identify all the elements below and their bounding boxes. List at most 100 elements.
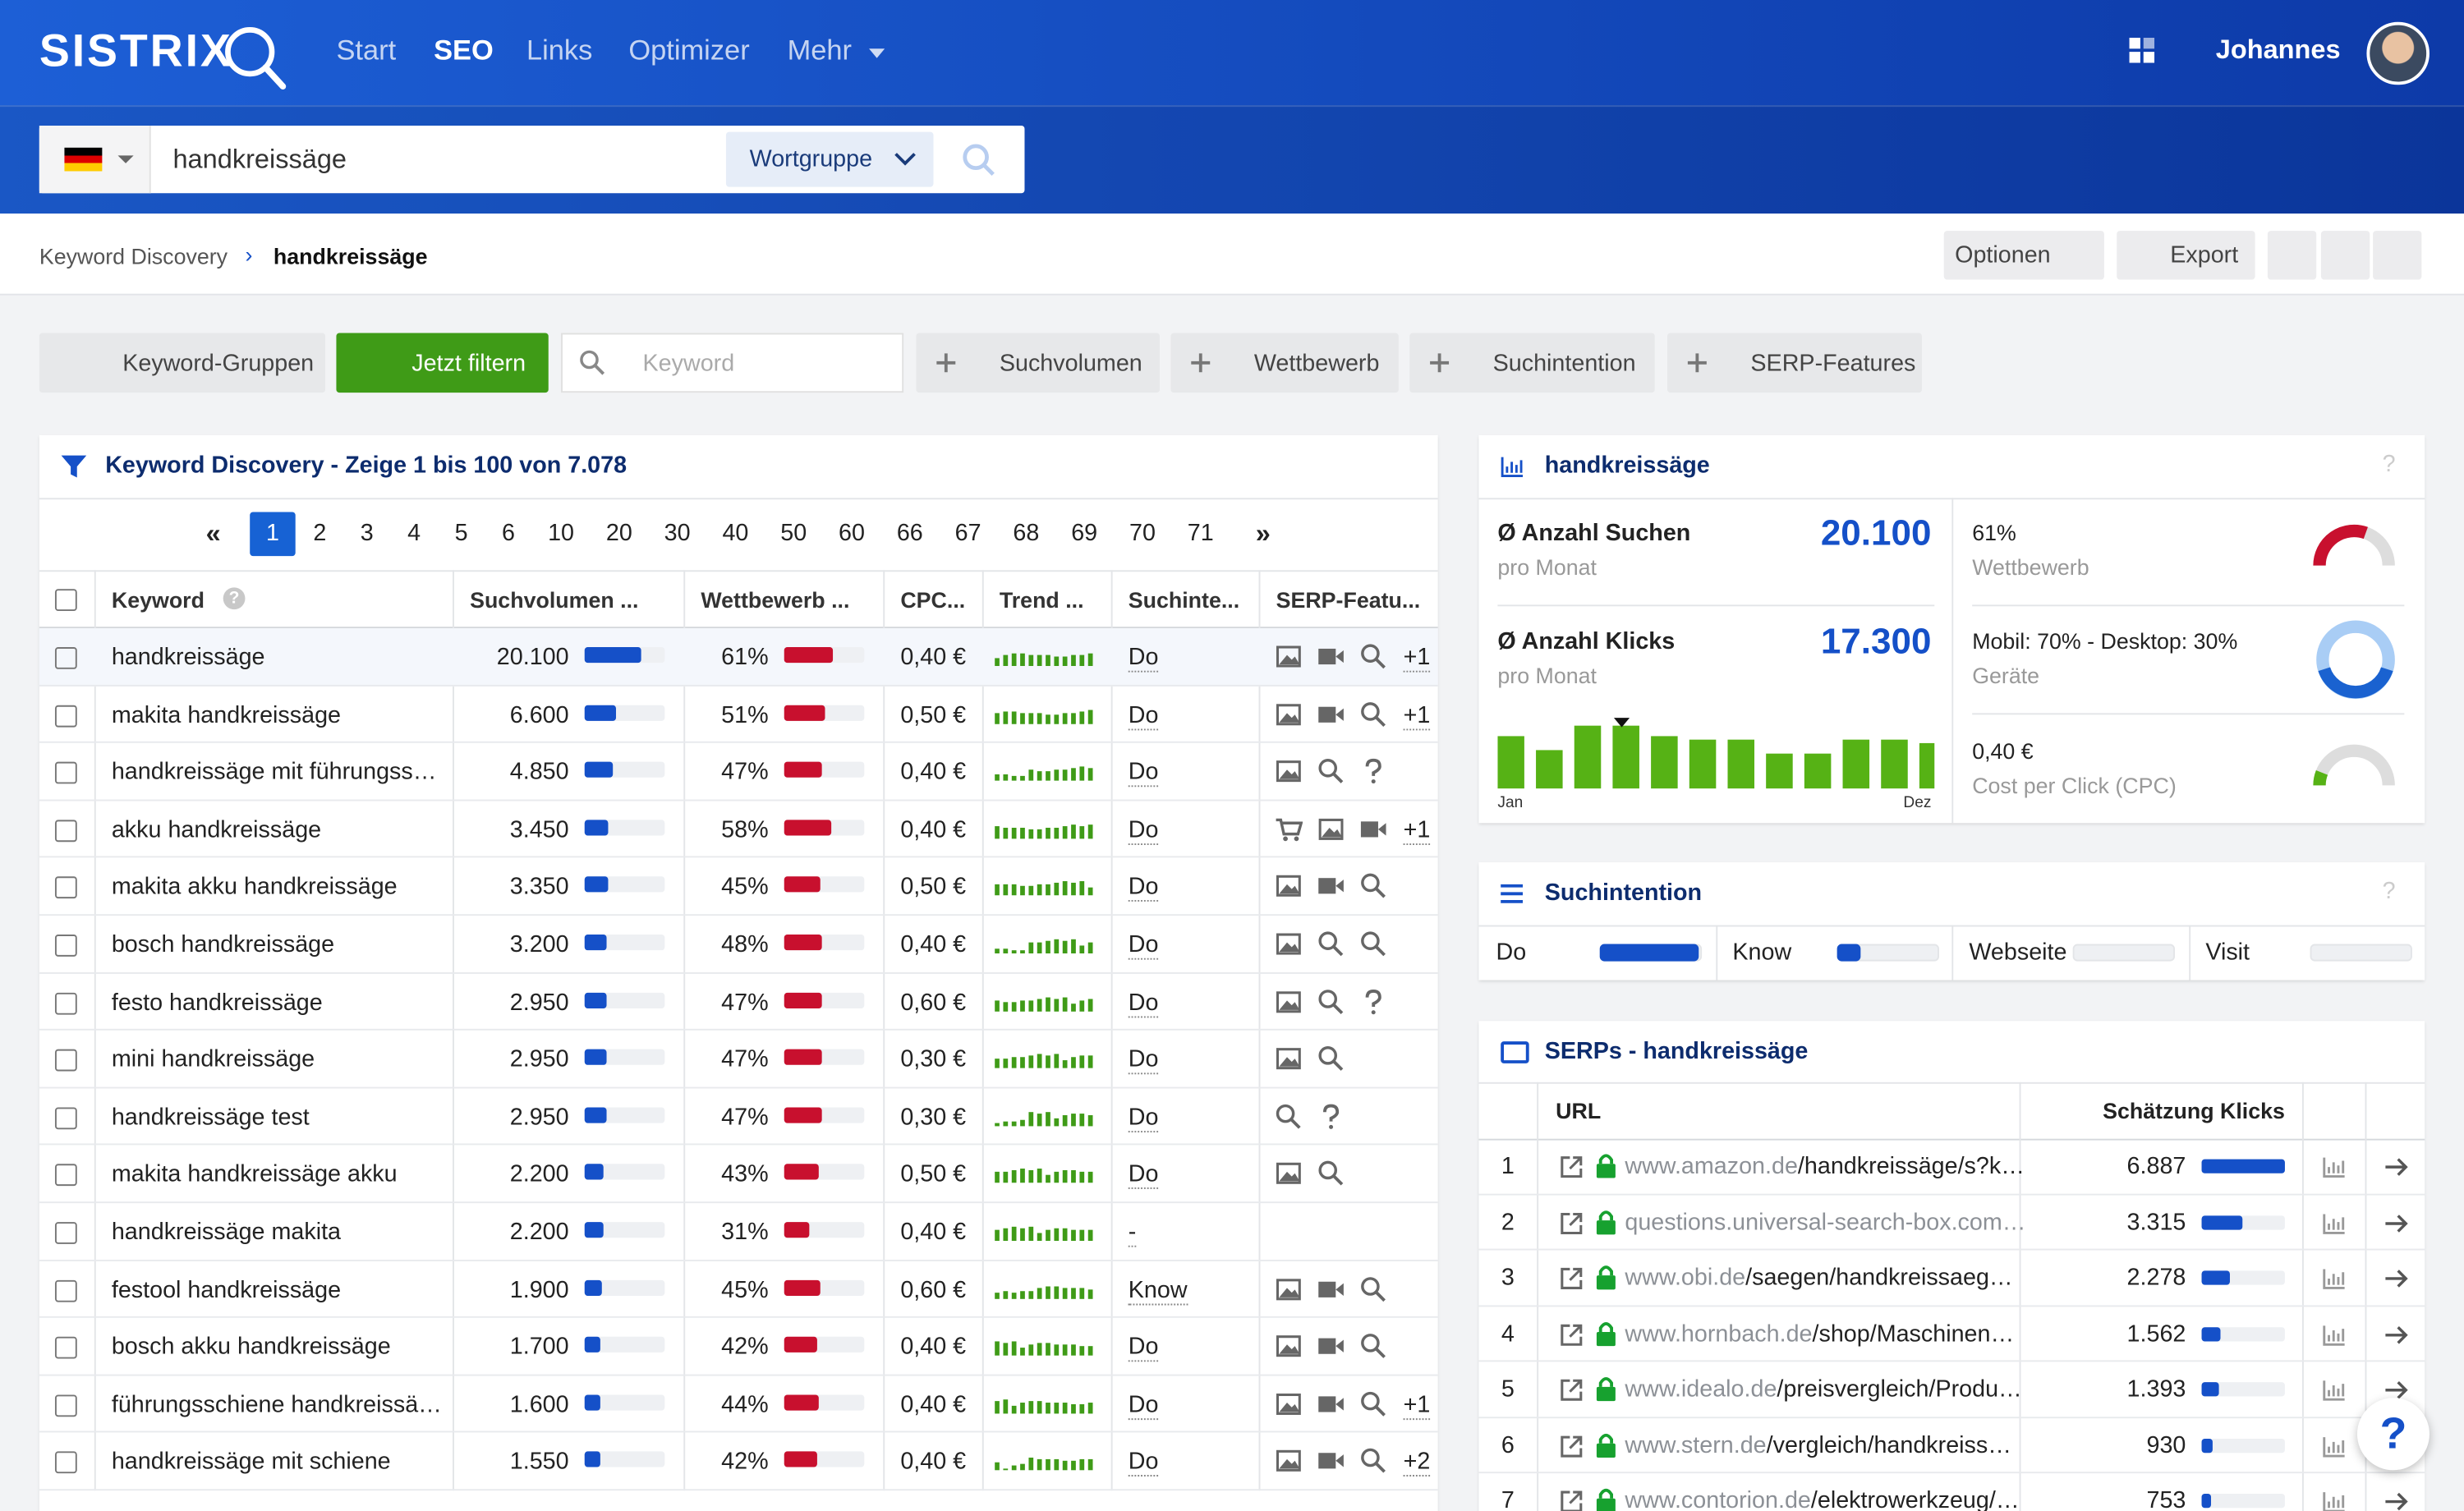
column-header[interactable]: Keyword xyxy=(111,587,205,613)
page-link[interactable]: 68 xyxy=(1013,520,1040,547)
keyword[interactable]: festo handkreissäge xyxy=(111,989,323,1016)
intent[interactable]: Do xyxy=(1128,1449,1159,1477)
page-link[interactable]: 67 xyxy=(954,520,981,547)
serp-row[interactable] xyxy=(1478,1362,2425,1418)
intent[interactable]: Do xyxy=(1128,816,1159,845)
checkbox[interactable] xyxy=(54,992,77,1014)
url[interactable]: www.obi.de/saegen/handkreissaeg… xyxy=(1625,1265,2012,1292)
serp-more[interactable]: +2 xyxy=(1403,1449,1431,1477)
column-header[interactable]: SERP-Featu... xyxy=(1276,587,1421,613)
keyword[interactable]: festool handkreissäge xyxy=(111,1276,342,1303)
column-header[interactable]: Suchvolumen ... xyxy=(470,587,639,613)
keyword[interactable]: bosch akku handkreissäge xyxy=(111,1334,391,1361)
apply-button[interactable] xyxy=(336,333,549,393)
table-row[interactable] xyxy=(39,973,1438,1031)
column-header[interactable]: Schätzung Klicks xyxy=(2103,1097,2285,1123)
nav-item[interactable]: Links xyxy=(526,34,593,67)
checkbox[interactable] xyxy=(54,1279,77,1302)
checkbox[interactable] xyxy=(54,762,77,784)
table-row[interactable] xyxy=(39,858,1438,916)
options-label[interactable]: Optionen xyxy=(1955,241,2051,269)
serp-more[interactable]: +1 xyxy=(1403,701,1431,730)
filter-groups[interactable]: Keyword-Gruppen xyxy=(122,350,315,378)
page-link[interactable]: 66 xyxy=(896,520,923,547)
serp-row[interactable] xyxy=(1478,1195,2425,1251)
table-row[interactable] xyxy=(39,916,1438,974)
column-header[interactable]: CPC... xyxy=(900,587,966,613)
tool-button[interactable] xyxy=(2267,231,2317,280)
search-input[interactable]: handkreissäge xyxy=(172,144,347,175)
page-link[interactable]: 3 xyxy=(360,520,374,547)
intent[interactable]: Do xyxy=(1128,644,1159,673)
table-row[interactable] xyxy=(39,1203,1438,1261)
column-header[interactable]: Wettbewerb ... xyxy=(701,587,850,613)
serp-row[interactable] xyxy=(1478,1139,2425,1195)
mode-select[interactable] xyxy=(725,131,934,187)
intent[interactable]: Do xyxy=(1128,1104,1159,1132)
column-header[interactable]: Trend ... xyxy=(999,587,1084,613)
page-link[interactable]: 5 xyxy=(454,520,468,547)
url[interactable]: www.contorion.de/elektrowerkzeug/… xyxy=(1625,1487,2019,1511)
checkbox[interactable] xyxy=(54,705,77,727)
apply-label[interactable]: Jetzt filtern xyxy=(411,350,526,378)
table-row[interactable] xyxy=(39,686,1438,744)
page-link[interactable]: 20 xyxy=(605,520,632,547)
page-link[interactable]: 40 xyxy=(722,520,749,547)
keyword[interactable]: handkreissäge test xyxy=(111,1104,310,1131)
page-link[interactable]: 71 xyxy=(1187,520,1214,547)
mode-label[interactable]: Wortgruppe xyxy=(749,145,873,173)
filter-item[interactable]: Suchintention xyxy=(1492,350,1636,378)
url[interactable]: questions.universal-search-box.com… xyxy=(1625,1209,2025,1236)
column-header[interactable]: Suchinte... xyxy=(1128,587,1240,613)
intent[interactable]: Do xyxy=(1128,1391,1159,1420)
intent[interactable]: Do xyxy=(1128,874,1159,902)
intent[interactable]: Do xyxy=(1128,1046,1159,1075)
export-button[interactable] xyxy=(2117,231,2255,280)
breadcrumb-link[interactable]: Keyword Discovery xyxy=(39,243,228,269)
nav-item[interactable]: Start xyxy=(336,34,397,67)
tool-button[interactable] xyxy=(2320,231,2370,280)
intent[interactable]: Do xyxy=(1128,989,1159,1017)
intent[interactable]: Do xyxy=(1128,931,1159,960)
tool-button[interactable] xyxy=(2373,231,2422,280)
page-link[interactable]: 50 xyxy=(780,520,807,547)
keyword[interactable]: handkreissäge mit schiene xyxy=(111,1449,391,1476)
intent[interactable]: Know xyxy=(1128,1276,1188,1305)
page-link[interactable]: 4 xyxy=(407,520,421,547)
table-row[interactable] xyxy=(39,743,1438,801)
intent[interactable]: Do xyxy=(1128,1334,1159,1362)
page-link[interactable]: 2 xyxy=(313,520,327,547)
table-row[interactable] xyxy=(39,628,1438,687)
keyword[interactable]: handkreissäge mit führungss… xyxy=(111,759,437,786)
filter-button[interactable] xyxy=(916,333,1161,393)
options-button[interactable] xyxy=(1943,231,2104,280)
intent[interactable]: Do xyxy=(1128,1161,1159,1190)
url[interactable]: www.stern.de/vergleich/handkreiss… xyxy=(1625,1431,2011,1458)
checkbox[interactable] xyxy=(54,589,77,612)
serp-row[interactable] xyxy=(1478,1251,2425,1307)
table-row[interactable] xyxy=(39,1146,1438,1204)
keyword[interactable]: mini handkreissäge xyxy=(111,1046,315,1073)
keyword[interactable]: akku handkreissäge xyxy=(111,816,322,843)
table-row[interactable] xyxy=(39,801,1438,859)
page-link[interactable]: 30 xyxy=(664,520,691,547)
page-first[interactable]: « xyxy=(205,518,221,549)
filter-button[interactable] xyxy=(39,333,326,393)
page-link[interactable]: 70 xyxy=(1129,520,1156,547)
checkbox[interactable] xyxy=(54,1222,77,1244)
url[interactable]: www.hornbach.de/shop/Maschinen… xyxy=(1625,1320,2014,1348)
serp-more[interactable]: +1 xyxy=(1403,644,1431,673)
help-button[interactable]: ? xyxy=(2356,1398,2430,1471)
intent[interactable]: Do xyxy=(1128,701,1159,730)
table-row[interactable] xyxy=(39,1318,1438,1376)
serp-more[interactable]: +1 xyxy=(1403,1391,1431,1420)
filter-item[interactable]: Suchvolumen xyxy=(999,350,1142,378)
filter-item[interactable]: Wettbewerb xyxy=(1253,350,1380,378)
checkbox[interactable] xyxy=(54,1394,77,1417)
nav-item[interactable]: Mehr xyxy=(787,34,853,67)
serp-row[interactable] xyxy=(1478,1417,2425,1474)
user-name[interactable]: Johannes xyxy=(2215,34,2341,65)
page-link[interactable]: 6 xyxy=(501,520,515,547)
page-last[interactable]: » xyxy=(1255,518,1271,549)
column-header[interactable]: URL xyxy=(1556,1097,1602,1123)
